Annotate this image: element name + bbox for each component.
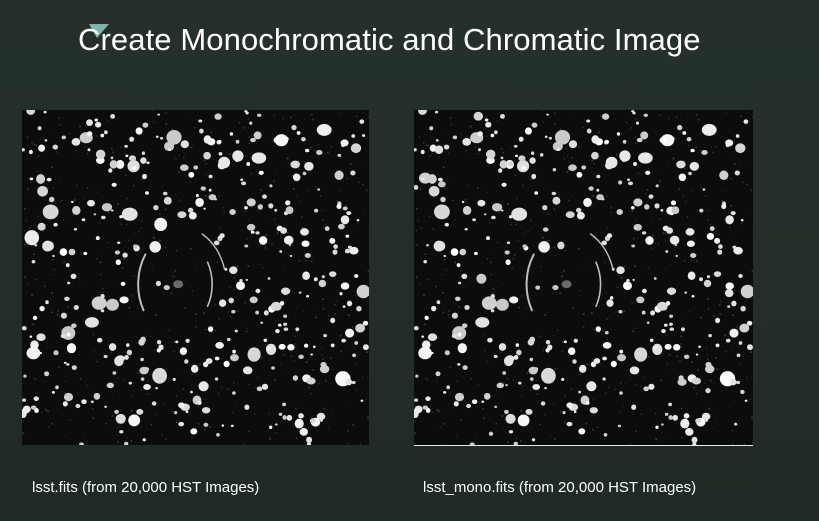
starfield-image (22, 110, 369, 445)
lsst-mono-image-caption: lsst_mono.fits (from 20,000 HST Images) (423, 479, 697, 496)
slide-title: Create Monochromatic and Chromatic Image (78, 22, 701, 57)
starfield-mono-image (414, 110, 753, 445)
slide-corner-mark-icon (89, 24, 109, 38)
lsst-mono-image-panel (414, 110, 753, 446)
lsst-image-caption: lsst.fits (from 20,000 HST Images) (32, 479, 260, 496)
lsst-image-panel (22, 110, 369, 445)
